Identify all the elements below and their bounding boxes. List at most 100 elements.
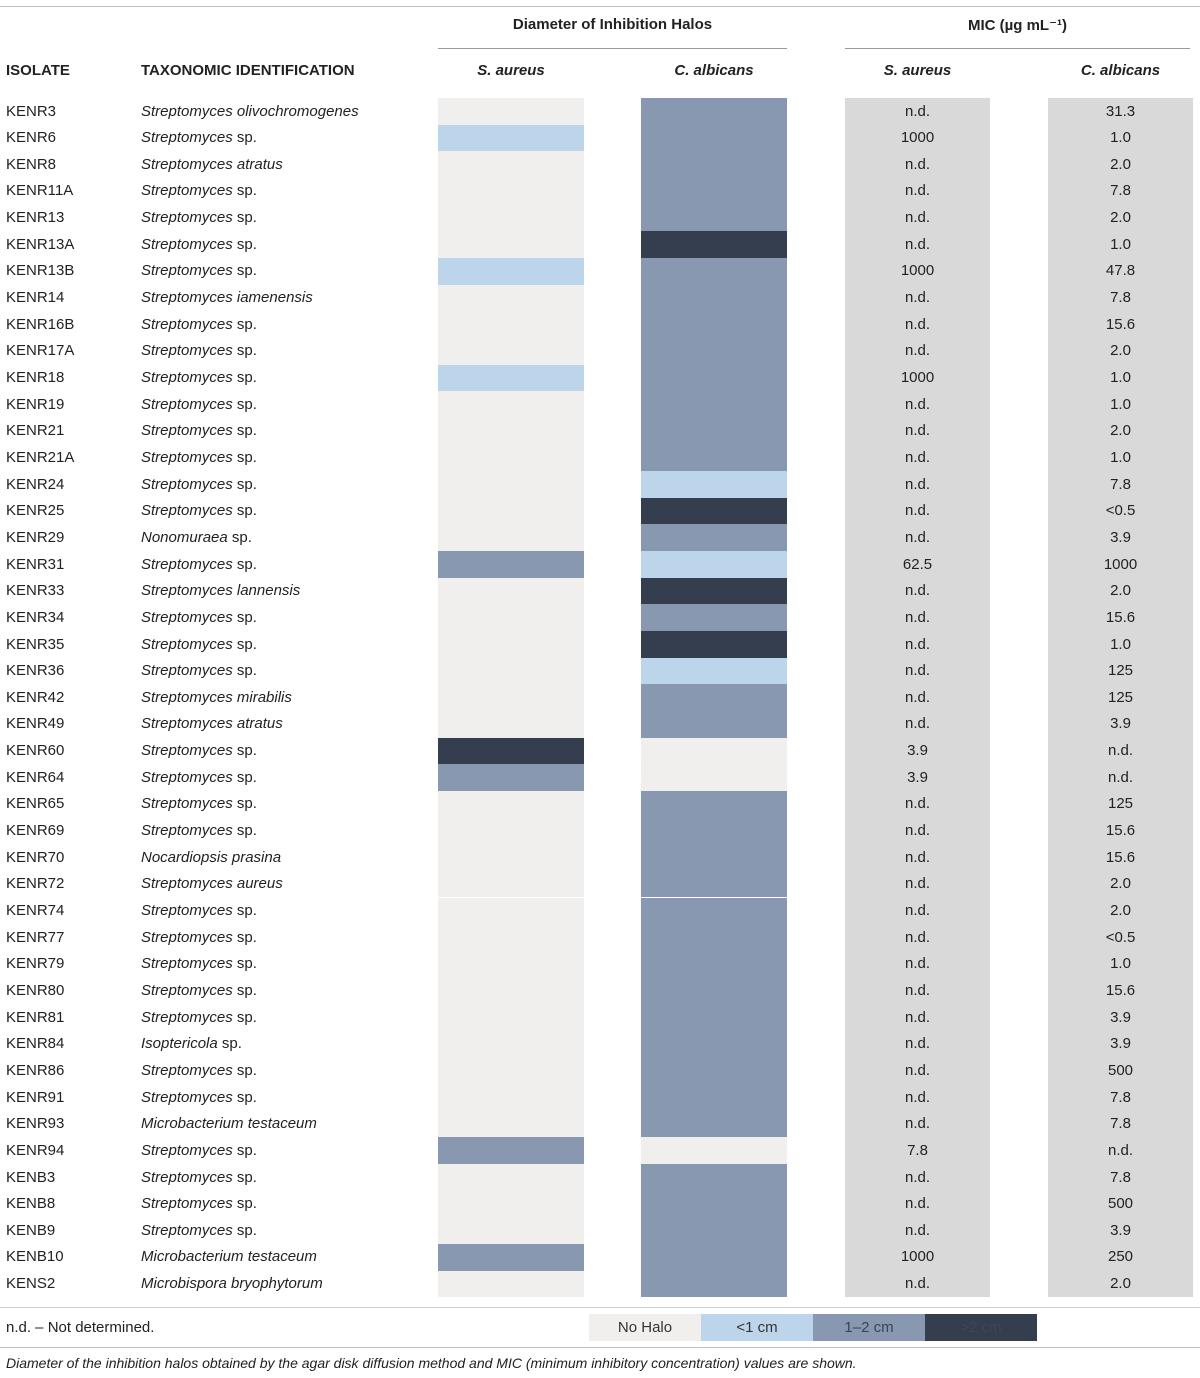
isolate-id: KENR29 [6,529,65,546]
taxon-name: Streptomyces sp. [141,395,257,415]
halo-cell-c-albicans [641,1271,787,1297]
halo-cell-s-aureus [438,258,584,285]
halo-cell-c-albicans [641,311,787,338]
taxon-suffix: sp. [232,182,257,199]
taxon-name: Microbispora bryophytorum [141,1274,323,1294]
mic-s-aureus-value: n.d. [904,849,931,866]
taxon-name: Streptomyces sp. [141,128,257,148]
taxon-genus: Streptomyces [141,769,233,786]
taxon-genus: Streptomyces [141,1089,233,1106]
taxon-genus: Streptomyces mirabilis [141,689,292,706]
taxon-name: Streptomyces sp. [141,235,257,255]
isolate-id: KENR79 [6,955,65,972]
taxon-genus: Streptomyces [141,822,233,839]
taxon-genus: Nocardiopsis prasina [141,849,282,866]
isolate-id: KENB8 [6,1195,56,1212]
mic-c-albicans-value: 7.8 [1110,289,1131,306]
halo-cell-c-albicans [641,1057,787,1084]
mic-s-aureus-value: n.d. [904,982,931,999]
halo-cell-c-albicans [641,231,787,258]
halos-group-rule [438,48,787,49]
mic-c-albicans-value: 2.0 [1110,209,1131,226]
halo-cell-c-albicans [641,444,787,471]
taxon-genus: Streptomyces [141,929,233,946]
mic-s-aureus-value: n.d. [904,1222,931,1239]
taxon-name: Streptomyces sp. [141,448,257,468]
halo-cell-c-albicans [641,524,787,551]
isolate-id: KENR35 [6,636,65,653]
mic-s-aureus-value: 1000 [900,129,935,146]
halo-cell-c-albicans [641,205,787,231]
halo-cell-s-aureus [438,578,584,604]
taxon-suffix: sp. [232,342,257,359]
isolate-id: KENR94 [6,1142,65,1159]
taxon-name: Nonomuraea sp. [141,528,252,548]
mic-s-aureus-value: n.d. [904,103,931,120]
halos-group-title: Diameter of Inhibition Halos [512,16,713,33]
mic-s-aureus-value: n.d. [904,689,931,706]
halo-cell-c-albicans [641,125,787,151]
taxon-genus: Microbacterium testaceum [141,1248,317,1265]
halo-cell-s-aureus [438,418,584,444]
taxon-suffix: sp. [232,769,257,786]
mic-c-albicans-value: 2.0 [1110,342,1131,359]
mic-c-albicans-value: 7.8 [1110,1115,1131,1132]
taxon-suffix: sp. [232,236,257,253]
halo-cell-s-aureus [438,444,584,471]
isolate-id: KENR91 [6,1089,65,1106]
mic-c-albicans-value: n.d. [1107,1142,1134,1159]
mic-s-aureus-value: n.d. [904,636,931,653]
halo-cell-c-albicans [641,658,787,684]
mic-c-albicans-value: 1.0 [1110,955,1131,972]
taxon-suffix: sp. [232,449,257,466]
taxon-genus: Microbispora bryophytorum [141,1275,323,1292]
taxon-name: Streptomyces sp. [141,555,257,575]
halo-cell-s-aureus [438,1217,584,1244]
halo-cell-c-albicans [641,498,787,524]
halo-cell-c-albicans [641,791,787,818]
halo-cell-c-albicans [641,684,787,711]
isolate-id: KENR60 [6,742,65,759]
taxon-suffix: sp. [232,742,257,759]
isolate-id: KENR36 [6,662,65,679]
taxon-genus: Streptomyces atratus [141,715,283,732]
taxon-genus: Streptomyces [141,316,233,333]
isolate-id: KENR18 [6,369,65,386]
mic-c-albicans-value: 125 [1107,795,1134,812]
taxon-name: Streptomyces sp. [141,821,257,841]
isolate-id: KENR84 [6,1035,65,1052]
halo-cell-c-albicans [641,471,787,498]
halo-cell-s-aureus [438,1004,584,1031]
mic-s-aureus-value: n.d. [904,955,931,972]
halo-cell-c-albicans [641,924,787,951]
mic-c-albicans-value: 1.0 [1110,236,1131,253]
mic-c-albicans-value: <0.5 [1105,929,1136,946]
taxon-genus: Streptomyces [141,1062,233,1079]
halo-cell-s-aureus [438,524,584,551]
halo-cell-s-aureus [438,1191,584,1217]
halo-cell-c-albicans [641,898,787,924]
taxon-genus: Streptomyces [141,262,233,279]
mic-c-albicans-value: 2.0 [1110,875,1131,892]
halo-cell-s-aureus [438,551,584,578]
taxon-name: Streptomyces sp. [141,315,257,335]
taxon-name: Streptomyces sp. [141,368,257,388]
mic-c-albicans-value: 3.9 [1110,1035,1131,1052]
mic-s-aureus-value: n.d. [904,1169,931,1186]
taxon-genus: Streptomyces [141,369,233,386]
mic-s-aureus-value: n.d. [904,476,931,493]
taxon-suffix: sp. [232,209,257,226]
mic-c-albicans-value: 1.0 [1110,449,1131,466]
mic-s-aureus-value: 1000 [900,1248,935,1265]
mic-c-albicans-value: 15.6 [1105,849,1136,866]
isolate-id: KENR49 [6,715,65,732]
header-halo-c-albicans: C. albicans [674,62,754,79]
isolate-id: KENB3 [6,1169,56,1186]
taxon-name: Streptomyces sp. [141,741,257,761]
mic-s-aureus-value: n.d. [904,1035,931,1052]
taxon-name: Streptomyces sp. [141,981,257,1001]
taxon-name: Streptomyces sp. [141,1008,257,1028]
footnote-nd: n.d. – Not determined. [6,1319,155,1336]
halo-cell-c-albicans [641,98,787,125]
mic-s-aureus-value: n.d. [904,316,931,333]
